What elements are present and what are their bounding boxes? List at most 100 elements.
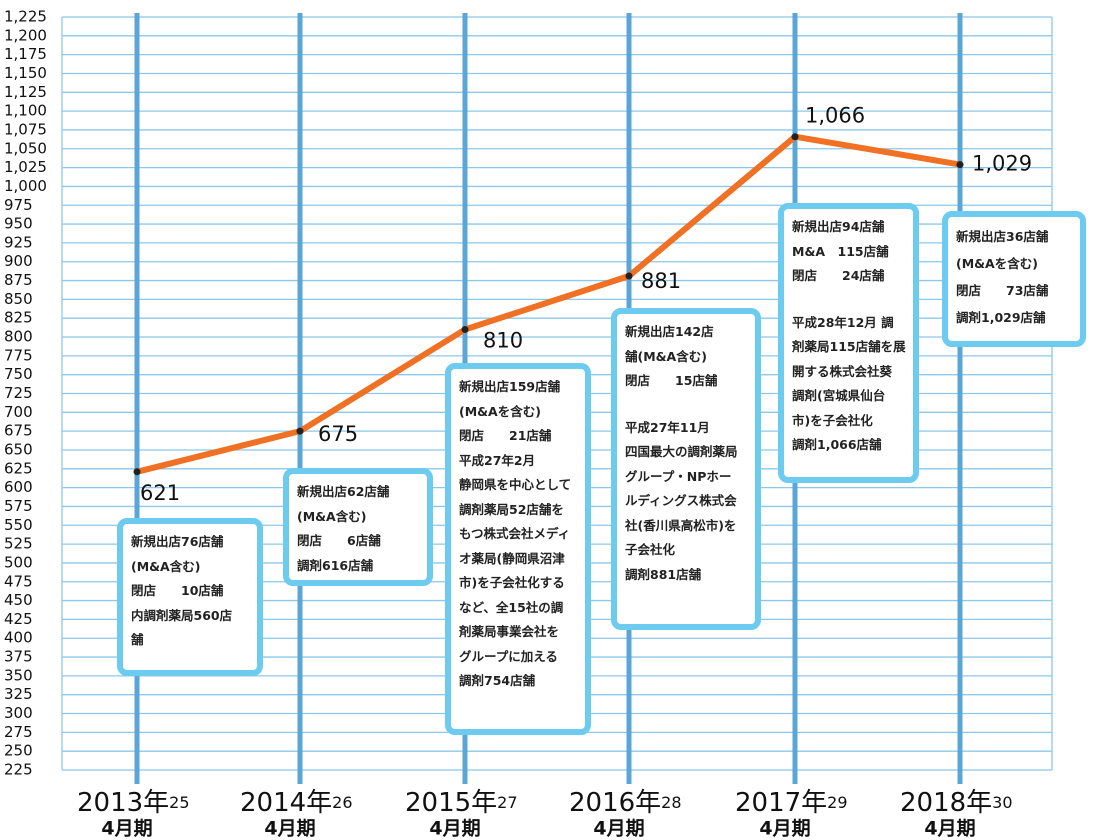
y-tick-label: 425	[4, 610, 33, 628]
x-tick-year: 2013年	[77, 788, 169, 818]
annotation-line: 剤薬局事業会社を	[459, 624, 560, 639]
annotation-line: もつ株式会社メディ	[459, 526, 571, 541]
annotation-line: 閉店 15店舗	[625, 373, 718, 388]
x-tick-year: 2016年	[569, 788, 661, 818]
x-tick-period: 4月期	[593, 818, 644, 840]
y-tick-label: 1,000	[4, 177, 47, 195]
y-tick-label: 375	[4, 648, 33, 666]
annotation-line: (M&Aを含む)	[956, 256, 1038, 271]
y-tick-label: 1,125	[4, 83, 47, 101]
y-tick-label: 850	[4, 290, 33, 308]
annotation-line: 静岡県を中心として	[459, 477, 572, 492]
annotation-line: 社(香川県高松市)を	[625, 517, 737, 533]
annotation-line: オ薬局(静岡県沼津	[459, 550, 565, 566]
y-tick-label: 575	[4, 497, 33, 515]
x-tick-label: 2014年26	[240, 788, 353, 818]
x-tick-period: 4月期	[924, 818, 975, 840]
x-tick-label: 2018年30	[900, 788, 1013, 818]
x-tick-label: 2013年25	[77, 788, 190, 818]
annotation-box: 新規出店142店 舗(M&A含む) 閉店 15店舗 平成27年11月 四国最大の調剤薬局…	[611, 308, 761, 630]
y-tick-label: 325	[4, 685, 33, 703]
y-tick-label: 525	[4, 535, 33, 553]
y-tick-label: 675	[4, 422, 33, 440]
y-tick-label: 600	[4, 478, 33, 496]
annotation-line: 調剤881店舗	[625, 566, 702, 582]
y-tick-label: 975	[4, 196, 33, 214]
y-tick-label: 1,200	[4, 26, 47, 44]
annotation-box: 新規出店94店舗 M&A 115店舗 閉店 24店舗 平成28年12月 調剤薬局115…	[778, 203, 919, 483]
annotation-line: 新規出店159店舗	[459, 379, 561, 394]
annotation-line: 新規出店76店舗	[131, 534, 224, 549]
point	[625, 272, 633, 280]
annotation-line: 調剤1,066店舗	[792, 437, 882, 452]
y-tick-label: 450	[4, 591, 33, 609]
y-tick-label: 350	[4, 666, 33, 684]
annotation-line: 新規出店62店舗	[297, 484, 390, 499]
data-label: 881	[641, 269, 681, 293]
annotation-line: 調剤754店舗	[459, 673, 536, 688]
annotation-line: 閉店 10店舗	[131, 583, 224, 598]
point	[461, 325, 469, 333]
data-label: 810	[483, 328, 523, 352]
y-tick-label: 275	[4, 723, 33, 741]
annotation-line: など、全15社の調	[459, 599, 564, 615]
y-tick-label: 225	[4, 761, 33, 779]
annotation-box: 新規出店159店舗 (M&Aを含む) 閉店 21店舗 平成27年2月 静岡県を中心として…	[445, 363, 591, 735]
y-tick-label: 625	[4, 459, 33, 477]
y-tick-label: 825	[4, 309, 33, 327]
annotation-line: M&A 115店舗	[792, 243, 889, 259]
annotation-line: (M&A含む)	[131, 558, 201, 574]
annotation-line: 舗	[131, 632, 144, 647]
x-tick-year: 2014年	[240, 788, 332, 818]
y-tick-label: 1,075	[4, 120, 47, 138]
y-tick-label: 1,225	[4, 8, 47, 26]
spacer	[792, 289, 905, 311]
point	[296, 427, 304, 435]
annotation-line: 閉店 73店舗	[956, 283, 1049, 298]
x-tick-period: 4月期	[759, 818, 810, 840]
annotation-line: グループ・NPホー	[625, 468, 732, 484]
annotation-line: 新規出店36店舗	[956, 229, 1049, 244]
annotation-line: グループに加える	[459, 648, 558, 664]
data-label: 621	[140, 481, 180, 505]
y-tick-label: 900	[4, 252, 33, 270]
x-tick-label: 2017年29	[735, 788, 848, 818]
x-tick-label: 2015年27	[405, 788, 518, 818]
y-tick-label: 500	[4, 553, 33, 571]
y-tick-label: 1,150	[4, 64, 47, 82]
data-label: 1,066	[805, 104, 865, 128]
annotation-line: 調剤薬局52店舗を	[459, 501, 564, 517]
annotation-line: 調剤616店舗	[297, 557, 374, 573]
annotation-box: 新規出店76店舗 (M&A含む) 閉店 10店舗 内調剤薬局560店舗	[117, 518, 263, 676]
y-tick-label: 475	[4, 572, 33, 590]
annotation-line: 内調剤薬局560店	[131, 607, 233, 623]
point	[791, 133, 799, 141]
y-tick-label: 1,100	[4, 102, 47, 120]
annotation-line: 剤薬局115店舗を展	[792, 339, 906, 354]
y-tick-label: 650	[4, 440, 33, 458]
annotation-line: 閉店 6店舗	[297, 533, 381, 548]
annotation-line: 平成28年12月 調	[792, 314, 894, 330]
annotation-line: 調剤(宮城県仙台	[792, 388, 886, 403]
x-tick-era: 25	[169, 793, 189, 812]
y-tick-label: 775	[4, 346, 33, 364]
x-tick-period: 4月期	[264, 818, 315, 840]
annotation-line: 市)を子会社化	[792, 412, 873, 428]
point	[956, 161, 964, 169]
annotation-line: 四国最大の調剤薬局	[625, 444, 738, 459]
annotation-line: 市)を子会社化する	[459, 575, 565, 590]
annotation-line: 平成27年11月	[625, 419, 710, 435]
annotation-line: (M&A含む)	[297, 508, 367, 524]
y-tick-label: 1,025	[4, 158, 47, 176]
x-tick-era: 30	[992, 793, 1012, 812]
x-tick-era: 27	[497, 793, 517, 812]
annotation-line: 平成27年2月	[459, 452, 536, 468]
point	[133, 468, 141, 476]
x-tick-era: 29	[827, 793, 847, 812]
data-label: 675	[318, 422, 358, 446]
annotation-line: 新規出店142店	[625, 324, 714, 339]
y-tick-label: 300	[4, 704, 33, 722]
y-tick-label: 950	[4, 215, 33, 233]
x-tick-year: 2015年	[405, 788, 497, 818]
